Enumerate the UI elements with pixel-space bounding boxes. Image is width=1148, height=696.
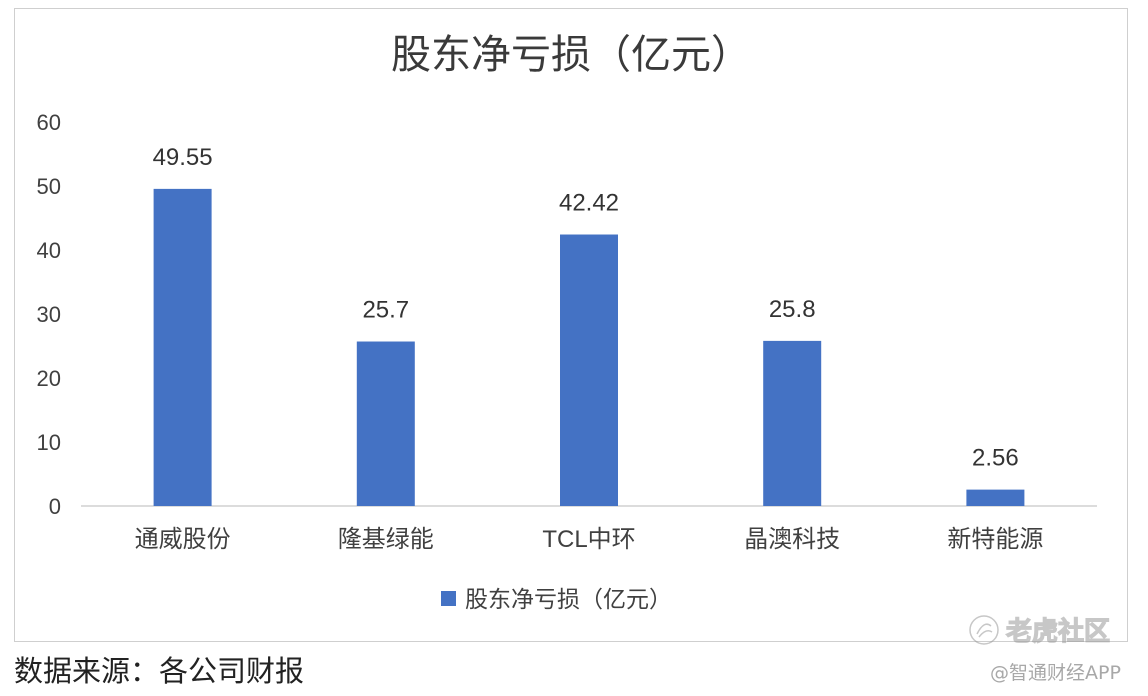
bar — [560, 234, 618, 506]
y-tick-label: 60 — [37, 110, 61, 135]
bar-chart: 股东净亏损（亿元） 0 10 20 30 40 50 60 49.55 25.7 42.42 25… — [37, 32, 1097, 612]
data-label: 2.56 — [972, 445, 1019, 472]
bar — [356, 341, 415, 506]
y-tick-label: 10 — [37, 430, 61, 455]
y-tick-label: 40 — [37, 238, 61, 263]
category-label: 新特能源 — [947, 526, 1043, 553]
data-label: 42.42 — [559, 190, 619, 217]
watermark-logo: 老虎社区 — [969, 615, 1111, 648]
category-label: 隆基绿能 — [338, 526, 434, 553]
bar — [966, 489, 1025, 506]
source-note: 数据来源：各公司财报 — [14, 654, 305, 688]
category-label: TCL中环 — [542, 526, 635, 553]
y-tick-label: 30 — [37, 302, 61, 327]
legend-label: 股东净亏损（亿元） — [465, 586, 672, 612]
y-tick-label: 0 — [49, 494, 61, 519]
category-label: 晶澳科技 — [744, 526, 840, 553]
data-label: 25.8 — [769, 296, 816, 323]
y-tick-label: 20 — [37, 366, 61, 391]
legend-swatch — [441, 591, 456, 606]
chart-title: 股东净亏损（亿元） — [391, 32, 751, 78]
watermark-app-text: @智通财经APP — [990, 662, 1121, 684]
chart-frame: 股东净亏损（亿元） 0 10 20 30 40 50 60 49.55 25.7 42.42 25… — [14, 8, 1128, 642]
data-label: 25.7 — [362, 297, 409, 324]
bar — [153, 188, 212, 506]
bar — [763, 340, 822, 506]
legend: 股东净亏损（亿元） — [441, 586, 672, 612]
watermark-logo-text: 老虎社区 — [1006, 616, 1110, 647]
data-label: 49.55 — [153, 144, 213, 171]
category-label: 通威股份 — [135, 526, 231, 553]
y-tick-label: 50 — [37, 174, 61, 199]
